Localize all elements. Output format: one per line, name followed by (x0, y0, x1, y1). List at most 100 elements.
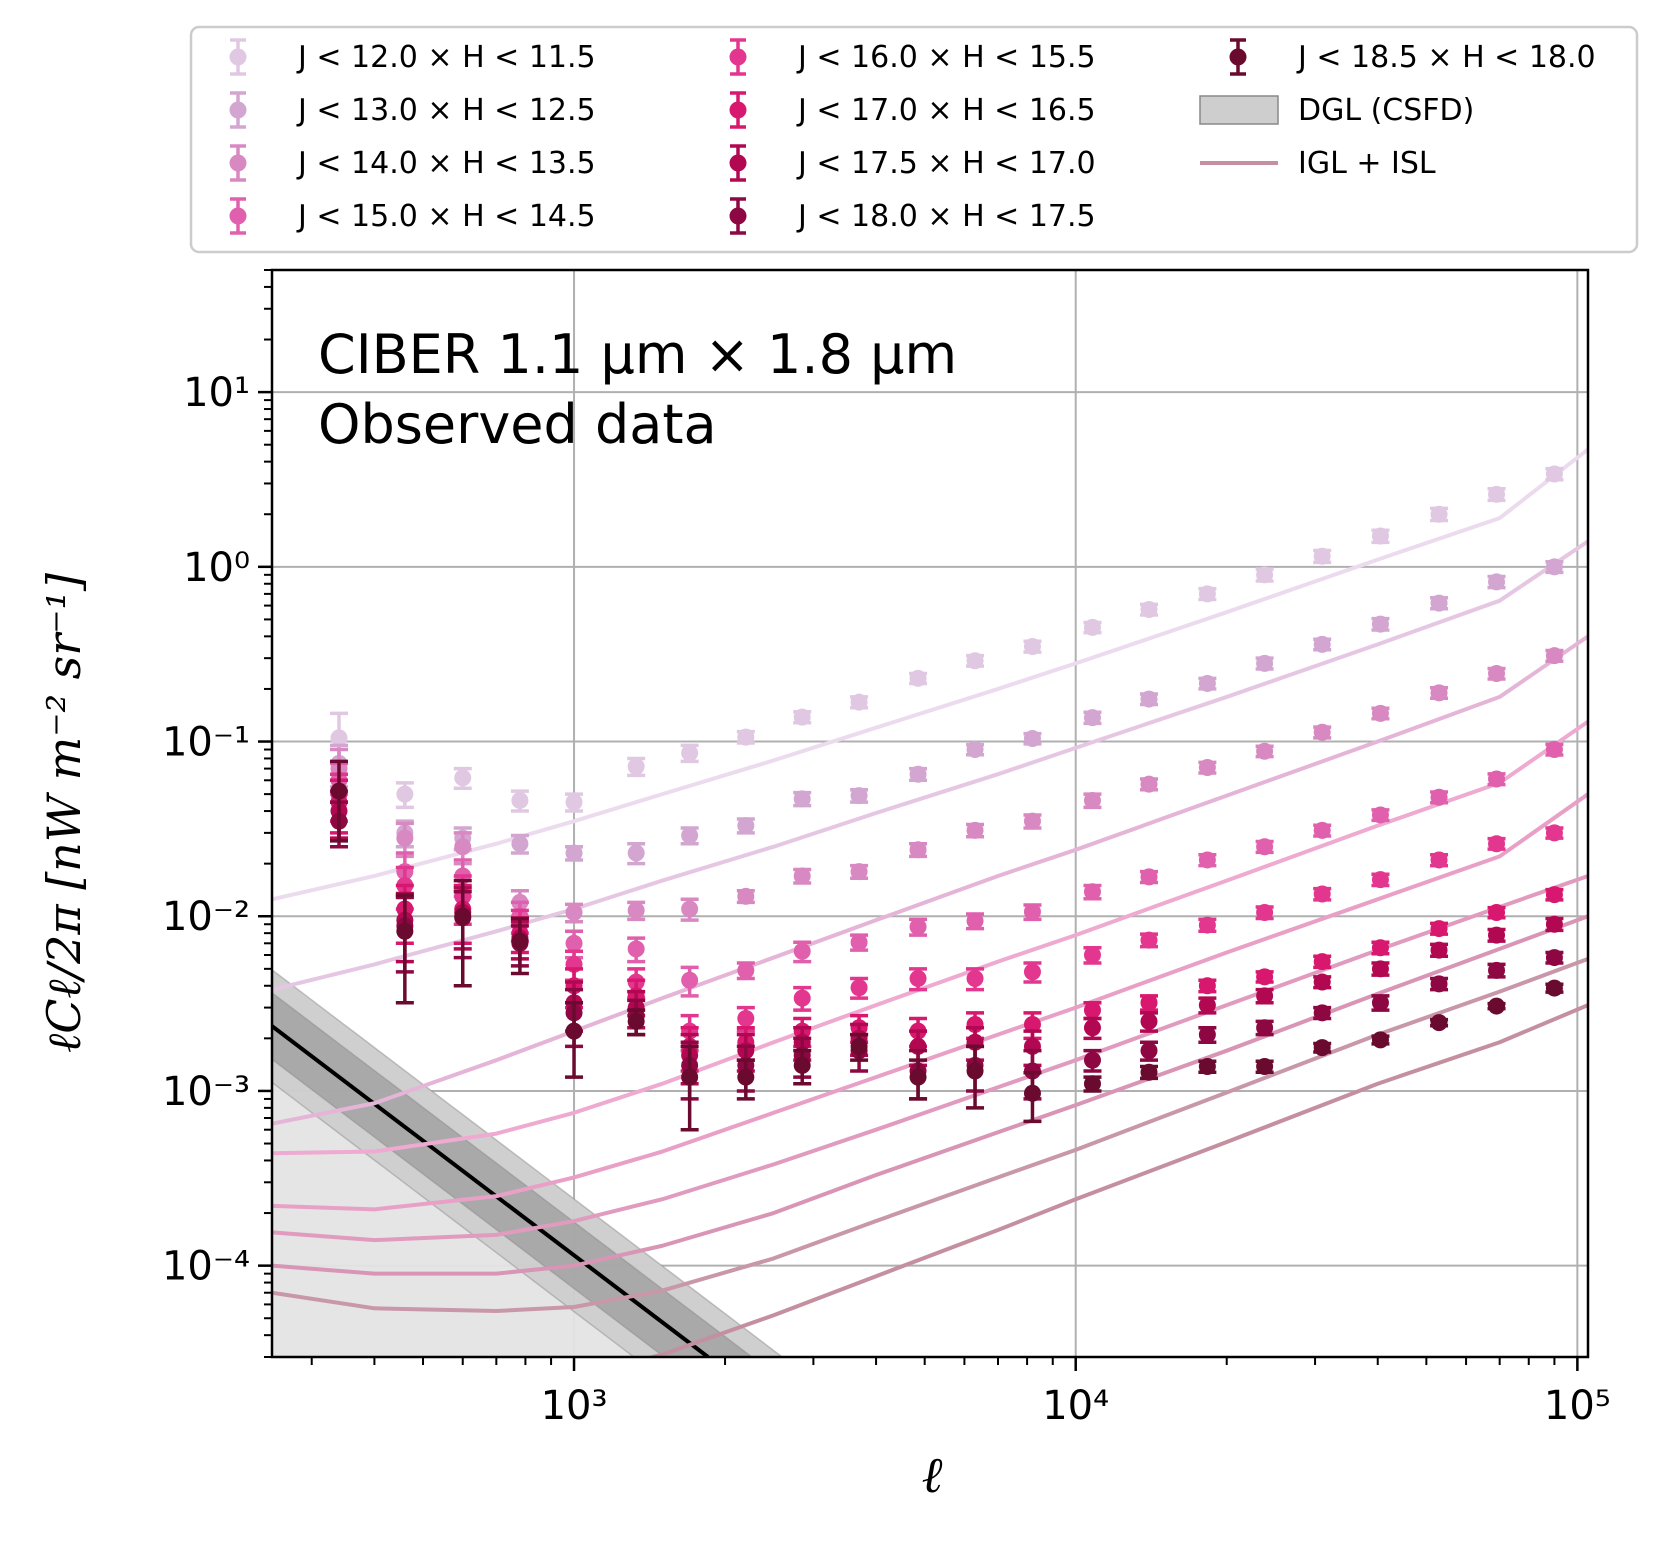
marker (737, 728, 755, 746)
data-point (1371, 1031, 1390, 1049)
marker (627, 1012, 645, 1030)
data-point (565, 844, 584, 862)
data-point (1313, 1004, 1332, 1022)
marker (1140, 1063, 1158, 1081)
marker (1140, 931, 1158, 949)
data-point (1023, 812, 1042, 830)
marker (1083, 1001, 1101, 1019)
legend-entry-6: J < 17.0 × H < 16.5 (729, 91, 1096, 129)
marker (1371, 1031, 1389, 1049)
data-point (1313, 723, 1332, 741)
data-point (627, 841, 646, 866)
data-point (1255, 968, 1274, 986)
marker (1313, 723, 1331, 741)
legend-entry-1: J < 12.0 × H < 11.5 (229, 38, 596, 76)
marker (737, 817, 755, 835)
data-point (680, 1044, 699, 1132)
marker (1488, 904, 1506, 922)
marker (1140, 600, 1158, 618)
marker (565, 934, 583, 952)
data-point (1083, 791, 1102, 810)
data-point (1140, 994, 1159, 1012)
y-tick-label: 10⁻² (162, 894, 250, 940)
dgl-line (272, 1024, 710, 1357)
data-point (736, 728, 755, 746)
marker (681, 900, 699, 918)
data-point (1083, 1000, 1102, 1021)
marker (1256, 987, 1274, 1005)
legend-entry-4: J < 15.0 × H < 14.5 (229, 197, 596, 235)
data-point (850, 1032, 869, 1062)
legend-label: J < 18.5 × H < 18.0 (1296, 40, 1596, 75)
data-point (1313, 547, 1332, 565)
marker (909, 1068, 927, 1086)
marker (1083, 709, 1101, 727)
data-point (1430, 1014, 1449, 1032)
marker (330, 782, 348, 800)
marker (1430, 941, 1448, 959)
data-point (1313, 885, 1332, 903)
data-point (1198, 851, 1217, 869)
marker (1140, 690, 1158, 708)
data-point (1371, 704, 1390, 722)
marker (627, 844, 645, 862)
data-point (1083, 946, 1102, 965)
data-point (1487, 904, 1506, 922)
data-point (909, 917, 928, 937)
marker (565, 844, 583, 862)
data-point (793, 790, 812, 808)
marker (565, 793, 583, 811)
marker (627, 757, 645, 775)
marker (1256, 838, 1274, 856)
marker (627, 940, 645, 958)
data-point (1140, 690, 1159, 708)
marker (1371, 615, 1389, 633)
data-point (627, 756, 646, 778)
marker (511, 835, 529, 853)
marker (909, 970, 927, 988)
data-point (1313, 973, 1332, 991)
marker (681, 1068, 699, 1086)
data-point (680, 897, 699, 922)
legend-entry-7: J < 17.5 × H < 17.0 (729, 144, 1096, 182)
marker (1256, 968, 1274, 986)
legend-marker (729, 207, 747, 225)
marker (1313, 547, 1331, 565)
data-points (329, 465, 1564, 1132)
data-point (1255, 838, 1274, 856)
data-point (453, 878, 472, 988)
data-point (1083, 1016, 1102, 1041)
marker (1430, 851, 1448, 869)
data-point (966, 967, 985, 992)
data-point (1198, 977, 1217, 995)
marker (1083, 883, 1101, 901)
marker (511, 932, 529, 950)
x-tick-label: 10³ (541, 1383, 608, 1429)
data-point (1371, 806, 1390, 824)
marker (1023, 1084, 1041, 1102)
marker (1198, 1058, 1216, 1076)
marker (850, 863, 868, 881)
marker (850, 933, 868, 951)
legend-marker (729, 48, 747, 66)
legend-label: J < 17.5 × H < 17.0 (796, 146, 1096, 181)
model-curve-7 (272, 914, 1588, 1276)
data-point (1371, 994, 1390, 1012)
data-point (1487, 997, 1506, 1015)
marker (1198, 585, 1216, 603)
data-point (1140, 931, 1159, 949)
marker (909, 918, 927, 936)
data-point (1545, 886, 1564, 904)
data-point (1255, 1019, 1274, 1037)
marker (454, 769, 472, 787)
data-point (966, 652, 985, 670)
marker (1313, 1004, 1331, 1022)
data-point (1313, 953, 1332, 971)
marker (1488, 961, 1506, 979)
y-tick-label: 10⁻¹ (162, 720, 250, 766)
data-point (1545, 647, 1564, 665)
marker (1313, 953, 1331, 971)
data-point (1255, 904, 1274, 922)
series-9 (329, 759, 1564, 1132)
marker (1371, 527, 1389, 545)
